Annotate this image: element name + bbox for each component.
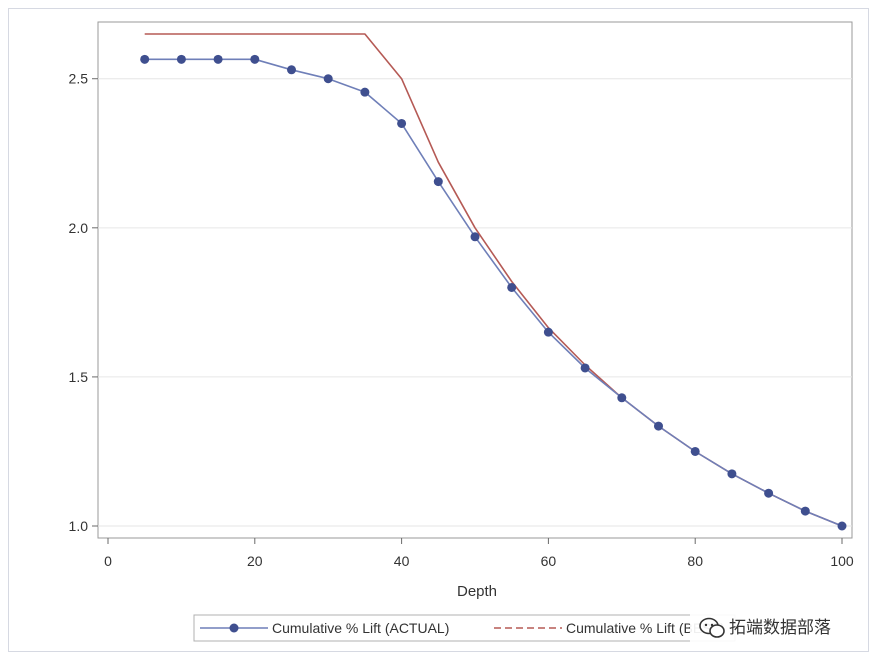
legend: Cumulative % Lift (ACTUAL) Cumulative % … bbox=[193, 614, 736, 642]
series-actual-point bbox=[654, 421, 663, 431]
series-actual-point bbox=[617, 393, 627, 403]
series-actual-point bbox=[764, 488, 774, 498]
legend-actual-label: Cumulative % Lift (ACTUAL) bbox=[272, 620, 449, 636]
series-actual-point bbox=[580, 363, 590, 373]
plot-area bbox=[97, 21, 853, 539]
legend-actual-marker bbox=[229, 623, 239, 633]
series-actual-point bbox=[800, 506, 810, 516]
watermark: 拓端数据部落 bbox=[690, 614, 862, 642]
series-actual-line bbox=[144, 58, 843, 527]
y-tick-label: 1.5 bbox=[69, 369, 89, 385]
series-actual-point bbox=[543, 327, 553, 337]
wechat-icon bbox=[699, 617, 725, 638]
y-tick-label: 2.5 bbox=[69, 71, 89, 87]
series-actual-point bbox=[837, 521, 847, 531]
series-actual-point bbox=[250, 54, 260, 64]
x-tick-label: 100 bbox=[830, 553, 854, 569]
y-tick-label: 1.0 bbox=[69, 518, 89, 534]
legend-best-label: Cumulative % Lift (BEST) bbox=[566, 620, 725, 636]
series-actual-point bbox=[213, 54, 223, 64]
series-actual-point bbox=[140, 54, 150, 64]
series-actual-point bbox=[287, 65, 296, 75]
series-actual-point bbox=[323, 74, 333, 84]
series-lines bbox=[140, 33, 847, 531]
series-actual-point bbox=[690, 446, 700, 456]
x-tick-label: 40 bbox=[394, 553, 410, 569]
watermark-text: 拓端数据部落 bbox=[729, 618, 831, 637]
series-actual-point bbox=[176, 54, 186, 64]
x-tick-label: 80 bbox=[687, 553, 703, 569]
x-tick-label: 20 bbox=[247, 553, 263, 569]
series-actual-point bbox=[397, 118, 407, 128]
series-actual-point bbox=[470, 232, 480, 242]
series-actual-point bbox=[507, 282, 517, 292]
axes: 1.0 1.5 2.0 2.5 0 20 40 60 80 100 bbox=[69, 71, 854, 569]
x-axis-title: Depth bbox=[457, 583, 497, 600]
series-actual-point bbox=[360, 87, 370, 97]
x-tick-label: 0 bbox=[104, 553, 112, 569]
series-actual-point bbox=[727, 469, 737, 479]
series-actual-point bbox=[433, 177, 443, 187]
y-tick-label: 2.0 bbox=[69, 220, 89, 236]
x-tick-label: 60 bbox=[541, 553, 557, 569]
